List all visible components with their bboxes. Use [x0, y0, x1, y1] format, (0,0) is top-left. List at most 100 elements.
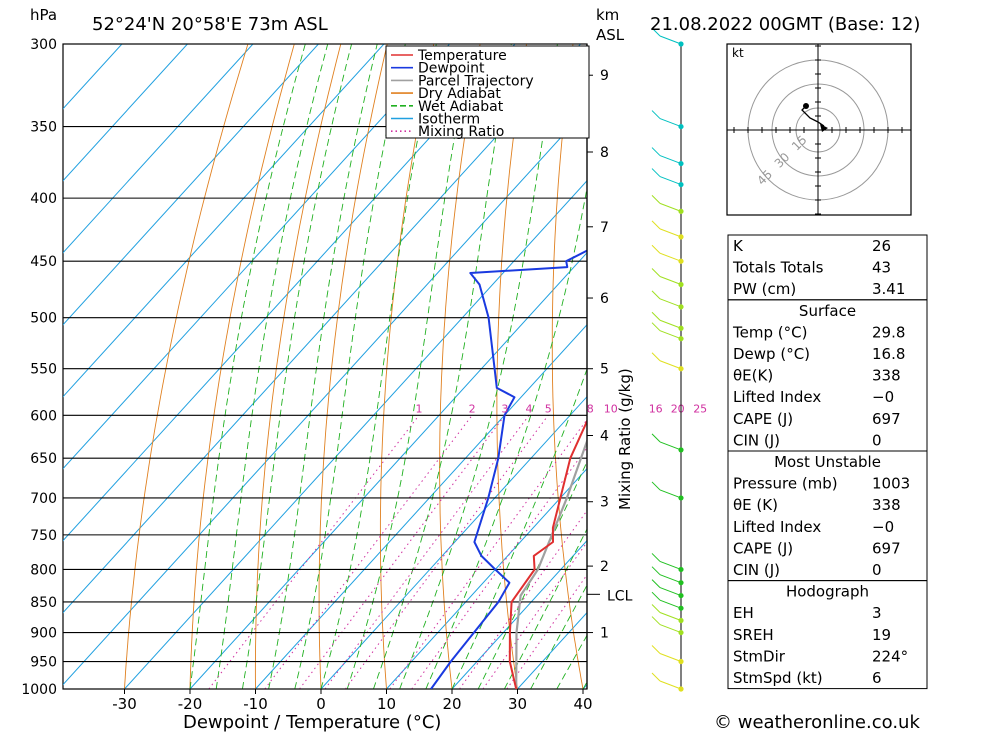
pressure-tick-label: 850	[30, 595, 57, 611]
isotherm-line	[124, 180, 587, 689]
temperature-tick-label: 10	[377, 695, 396, 713]
wind-barb-flag	[651, 352, 661, 362]
x-axis-title: Dewpoint / Temperature (°C)	[183, 712, 441, 733]
isotherm-line	[63, 44, 385, 398]
wind-barb-flag	[651, 616, 661, 625]
hodograph_table-row-value: 3	[872, 604, 882, 622]
most_unstable-row-value: 338	[872, 496, 901, 514]
wind-barb	[659, 624, 682, 634]
wind-barb-flag	[651, 268, 661, 277]
isotherm-line	[320, 395, 587, 689]
hodograph_table-row-label: EH	[733, 604, 754, 622]
temperature-tick-label: -30	[112, 695, 137, 713]
datetime-title: 21.08.2022 00GMT (Base: 12)	[650, 14, 920, 35]
wind-barb-flag	[651, 553, 661, 562]
mixing-ratio-label: 10	[604, 402, 618, 415]
hodograph_table-row-label: SREH	[733, 626, 774, 644]
dry-adiabat-line	[991, 44, 1000, 689]
wet-adiabat-line	[372, 44, 512, 689]
isotherm-line	[451, 539, 587, 689]
isotherm-line	[255, 323, 587, 689]
hodograph-start-dot	[803, 103, 809, 109]
wind-barb-flag	[651, 481, 661, 491]
isotherm-line	[63, 44, 188, 182]
wind-barb	[659, 202, 682, 212]
pressure-tick-label: 800	[30, 562, 57, 578]
legend-label: Dewpoint	[418, 61, 485, 77]
mixing-ratio-label: 3	[501, 402, 508, 415]
index-value: 26	[872, 237, 891, 255]
surface-row-label: Temp (°C)	[732, 323, 807, 341]
mixing-ratio-line	[299, 414, 506, 689]
isotherm-line	[189, 251, 587, 689]
wind-barb	[659, 599, 682, 609]
wind-barb	[659, 360, 682, 370]
wind-level-dot	[678, 566, 684, 573]
index-value: 43	[872, 259, 891, 277]
most_unstable-row-value: 1003	[872, 475, 910, 493]
mixing-ratio-label: 5	[545, 402, 552, 415]
height-tick-label: 1	[600, 626, 609, 642]
pressure-tick-label: 1000	[21, 682, 57, 698]
most_unstable-row-label: θE (K)	[733, 496, 778, 514]
surface-row-value: 29.8	[872, 323, 905, 341]
wind-barb	[659, 252, 682, 262]
temperature-tick-label: 20	[442, 695, 461, 713]
index-label: Totals Totals	[732, 259, 824, 277]
legend-label: Wet Adiabat	[418, 99, 504, 115]
most-unstable-title: Most Unstable	[774, 453, 881, 471]
mixing-ratio-label: 4	[526, 402, 533, 415]
wind-barb-flag	[651, 604, 661, 613]
mixing-ratio-line	[264, 414, 473, 689]
height-unit-label: km	[596, 6, 619, 24]
wind-profile	[651, 27, 684, 692]
hodograph_table-row-label: StmDir	[733, 647, 786, 665]
temperature-tick-label: 30	[508, 695, 527, 713]
most_unstable-row-label: Lifted Index	[733, 518, 821, 536]
wind-barb	[659, 441, 682, 451]
wind-barb-flag	[651, 579, 661, 588]
surface-row-label: Lifted Index	[733, 388, 821, 406]
hodograph_table-row-label: StmSpd (kt)	[733, 669, 823, 687]
pressure-level-lines	[63, 43, 587, 690]
most_unstable-row-value: 0	[872, 561, 882, 579]
hodograph_table-row-value: 6	[872, 669, 882, 687]
temperature-tick-label: -20	[178, 695, 203, 713]
parcel-trajectory-line	[515, 437, 587, 689]
pressure-tick-label: 750	[30, 528, 57, 544]
wind-level-dot	[678, 658, 684, 665]
surface-row-label: CAPE (J)	[733, 410, 793, 428]
pressure-tick-label: 550	[30, 362, 57, 378]
wind-barb-flag	[651, 591, 661, 601]
surface-row-value: 338	[872, 367, 901, 385]
index-value: 3.41	[872, 280, 905, 298]
wind-barb	[659, 228, 682, 238]
isotherm-line	[63, 44, 254, 254]
wind-barb-flag	[651, 566, 661, 576]
surface-row-label: CIN (J)	[733, 431, 780, 449]
temperature-tick-label: -10	[243, 695, 268, 713]
wind-barb-flag	[651, 322, 661, 332]
height-tick-label: 9	[600, 68, 609, 84]
mixing-ratio-line	[389, 418, 587, 689]
wind-barb	[659, 574, 682, 584]
legend-box	[385, 45, 590, 139]
pressure-tick-label: 950	[30, 655, 57, 671]
indices-table: K 26 Totals Totals 43 PW (cm) 3.41 Surface Temp…	[727, 234, 928, 690]
wind-barb	[659, 276, 682, 285]
legend-label: Isotherm	[418, 112, 480, 128]
wind-barb-flag	[651, 147, 661, 156]
wind-barb	[659, 489, 682, 499]
mixing-ratio-label: 1	[416, 402, 423, 415]
dewpoint-line	[430, 249, 587, 689]
wind-barb	[659, 680, 682, 690]
wet-adiabat-line	[346, 44, 472, 689]
wind-barb-flag	[651, 672, 661, 682]
mixing-ratio-label: 25	[693, 402, 707, 415]
mixing-ratio-line	[411, 446, 587, 689]
wind-level-dot	[678, 617, 684, 624]
surface-row-value: 16.8	[872, 345, 905, 363]
hodograph-unit: kt	[732, 46, 744, 60]
wind-barb-flag	[651, 168, 661, 177]
